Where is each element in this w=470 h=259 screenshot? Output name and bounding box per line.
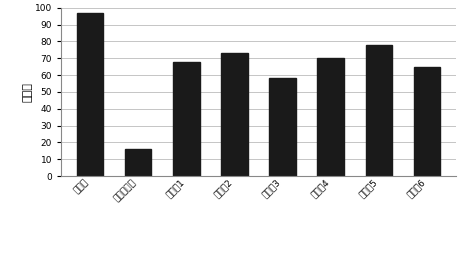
Bar: [366, 45, 392, 176]
Bar: [269, 78, 296, 176]
Bar: [77, 13, 103, 176]
Bar: [125, 149, 151, 176]
Y-axis label: 百分比: 百分比: [22, 82, 32, 102]
Bar: [173, 62, 200, 176]
Bar: [221, 53, 248, 176]
Bar: [414, 67, 440, 176]
Bar: [317, 58, 344, 176]
